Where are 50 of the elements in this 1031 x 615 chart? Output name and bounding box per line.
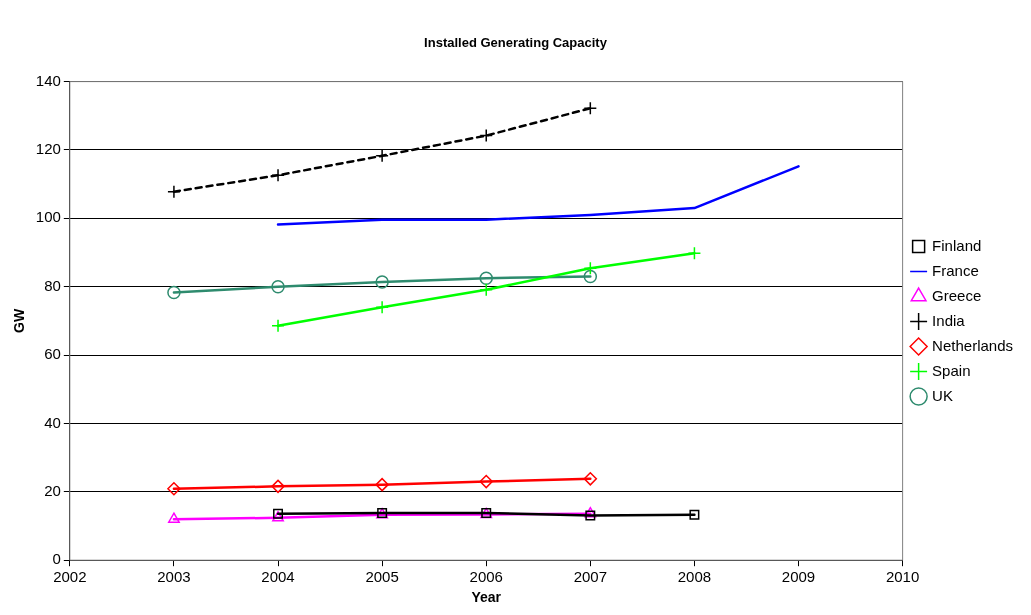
- point: [167, 184, 181, 199]
- point: [271, 479, 285, 494]
- legend-label: Spain: [932, 361, 971, 379]
- x-tick-label: 2008: [677, 568, 712, 586]
- point: [375, 149, 389, 163]
- point: [583, 472, 598, 486]
- point: [479, 128, 493, 143]
- x-tick-label: 2002: [53, 568, 87, 586]
- y-tick-label: 80: [44, 276, 61, 294]
- y-tick-label: 40: [44, 413, 61, 431]
- x-tick-label: 2005: [365, 568, 399, 586]
- legend-label: Netherlands: [932, 336, 1014, 354]
- point: [479, 474, 493, 489]
- legend-label: Finland: [932, 236, 982, 254]
- x-tick-label: 2004: [261, 568, 295, 586]
- y-tick-label: 140: [35, 71, 61, 89]
- point: [167, 512, 180, 523]
- point: [167, 285, 181, 300]
- point: [167, 482, 181, 496]
- legend-label: India: [932, 311, 966, 329]
- legend-label: Greece: [932, 286, 982, 304]
- point: [375, 300, 389, 314]
- point: [271, 279, 285, 294]
- point: [583, 269, 598, 284]
- y-tick-label: 0: [52, 550, 61, 568]
- point: [375, 275, 389, 289]
- point: [271, 318, 285, 333]
- point: [687, 246, 702, 260]
- y-tick-label: 20: [44, 481, 61, 499]
- point: [375, 477, 389, 492]
- x-tick-label: 2010: [885, 568, 920, 586]
- legend-label: France: [932, 261, 979, 279]
- x-tick-label: 2007: [573, 568, 608, 586]
- x-tick-label: 2009: [781, 568, 816, 586]
- point: [479, 271, 493, 285]
- point: [585, 510, 596, 521]
- x-tick-label: 2006: [469, 568, 503, 586]
- point: [689, 509, 700, 520]
- point: [583, 101, 598, 116]
- chart-title: Installed Generating Capacity: [424, 35, 608, 51]
- y-tick-label: 100: [35, 208, 61, 226]
- y-axis-title: GW: [11, 308, 28, 333]
- point: [479, 283, 493, 297]
- point: [271, 168, 285, 183]
- point: [583, 261, 598, 275]
- y-tick-label: 60: [44, 345, 61, 363]
- y-tick-label: 120: [35, 140, 61, 158]
- x-tick-label: 2003: [157, 568, 191, 586]
- x-axis-title: Year: [471, 589, 502, 606]
- legend-label: UK: [932, 386, 953, 404]
